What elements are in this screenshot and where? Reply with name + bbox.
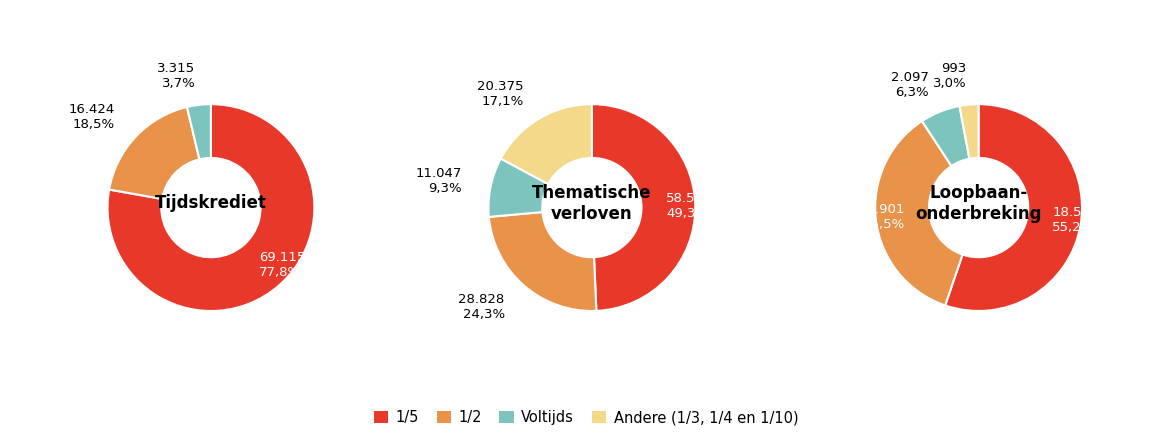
Text: Loopbaan-
onderbreking: Loopbaan- onderbreking [915, 184, 1042, 223]
Text: 28.828
24,3%: 28.828 24,3% [458, 293, 505, 321]
Wedge shape [922, 106, 969, 166]
Wedge shape [489, 159, 548, 217]
Text: Thematische
verloven: Thematische verloven [532, 184, 652, 223]
Wedge shape [108, 104, 314, 311]
Text: 69.115
77,8%: 69.115 77,8% [259, 251, 305, 279]
Wedge shape [960, 104, 979, 159]
Text: 20.375
17,1%: 20.375 17,1% [477, 80, 524, 108]
Wedge shape [489, 212, 597, 311]
Text: 993
3,0%: 993 3,0% [933, 62, 966, 90]
Text: 11.047
9,3%: 11.047 9,3% [416, 167, 462, 195]
Text: 18.505
55,2%: 18.505 55,2% [1052, 206, 1098, 234]
Wedge shape [592, 104, 695, 311]
Text: 2.097
6,3%: 2.097 6,3% [891, 71, 929, 99]
Text: 16.424
18,5%: 16.424 18,5% [68, 103, 115, 131]
Legend: 1/5, 1/2, Voltijds, Andere (1/3, 1/4 en 1/10): 1/5, 1/2, Voltijds, Andere (1/3, 1/4 en … [374, 410, 798, 425]
Text: 11.901
35,5%: 11.901 35,5% [858, 203, 905, 231]
Wedge shape [875, 121, 962, 305]
Wedge shape [188, 104, 211, 160]
Wedge shape [945, 104, 1082, 311]
Wedge shape [109, 107, 199, 199]
Text: 58.596
49,3%: 58.596 49,3% [667, 192, 713, 220]
Wedge shape [500, 104, 592, 184]
Text: 3.315
3,7%: 3.315 3,7% [157, 62, 196, 90]
Text: Tijdskrediet: Tijdskrediet [155, 194, 267, 212]
